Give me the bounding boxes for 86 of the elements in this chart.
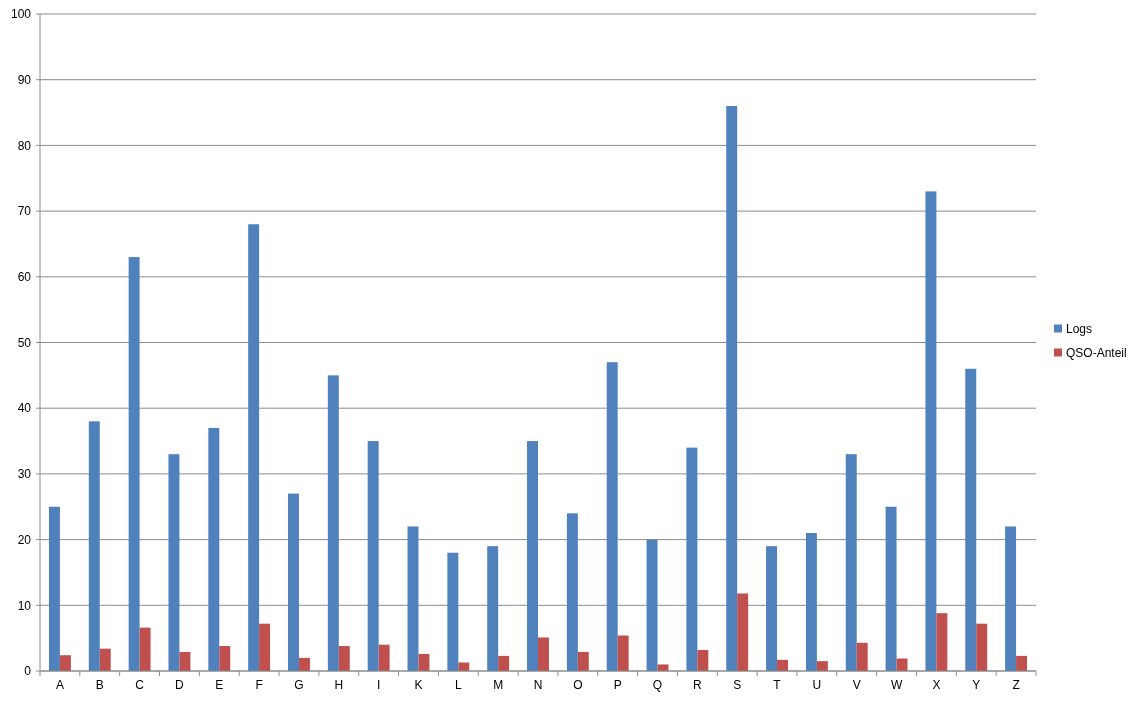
bar [179, 651, 191, 671]
y-tick-label: 0 [24, 664, 32, 679]
x-tick-label: S [733, 678, 742, 692]
y-tick-label: 80 [17, 138, 32, 153]
x-tick-label: L [454, 678, 462, 692]
bar [48, 506, 60, 671]
y-tick-label: 60 [17, 270, 32, 284]
bar [219, 646, 231, 671]
bar [259, 623, 271, 671]
bar [617, 635, 629, 671]
bar [128, 257, 140, 671]
bar [458, 662, 470, 671]
bar [936, 613, 948, 671]
bar [885, 506, 897, 671]
x-tick-label: O [573, 678, 583, 692]
x-tick-label: T [773, 678, 782, 692]
bar [99, 648, 111, 671]
bar [59, 655, 71, 671]
x-tick-label: I [376, 678, 381, 692]
x-tick-label: A [55, 678, 64, 692]
bar [327, 375, 339, 671]
bar [1005, 526, 1017, 671]
x-tick-label: R [693, 678, 703, 692]
y-tick-label: 10 [17, 598, 32, 613]
bar [816, 661, 828, 671]
legend-label: Logs [1066, 321, 1093, 336]
x-tick-label: X [932, 678, 941, 692]
bar [527, 441, 538, 671]
x-tick-label: G [294, 678, 304, 692]
x-tick-label: C [135, 678, 145, 692]
x-tick-label: U [812, 678, 822, 692]
x-tick-label: E [215, 678, 224, 692]
y-tick-label: 70 [17, 204, 32, 219]
bar [737, 593, 749, 671]
y-tick-label: 90 [17, 72, 32, 87]
x-tick-label: K [414, 678, 423, 692]
x-tick-label: B [95, 678, 104, 692]
bar [566, 513, 578, 671]
x-tick-label: F [255, 678, 263, 692]
bar [88, 421, 100, 671]
x-tick-label: Z [1012, 678, 1020, 692]
x-tick-label: W [890, 678, 903, 692]
x-tick-label: D [175, 678, 185, 692]
bar [777, 659, 788, 671]
y-tick-label: 30 [17, 467, 32, 482]
y-tick-label: 20 [17, 532, 32, 547]
bar [367, 441, 379, 671]
bar [338, 646, 350, 671]
bar [447, 552, 459, 671]
bar [646, 539, 658, 671]
bar [298, 657, 310, 671]
bar [805, 533, 817, 671]
bar [766, 546, 778, 671]
x-tick-label: N [533, 678, 543, 692]
x-tick-label: P [613, 678, 622, 692]
bar [139, 627, 151, 671]
x-tick-label: Y [972, 678, 981, 692]
bar [288, 493, 299, 671]
bar [248, 224, 260, 671]
bar [487, 546, 499, 671]
x-tick-label: H [334, 678, 344, 692]
legend-label: QSO-Anteil [1066, 345, 1127, 360]
bar [1016, 655, 1028, 671]
x-tick-label: Q [652, 678, 663, 692]
bar [925, 191, 937, 671]
bar [726, 105, 738, 671]
bar [856, 642, 868, 671]
x-tick-label: V [852, 678, 861, 692]
bar [538, 637, 549, 671]
bar [498, 655, 510, 671]
bar [697, 649, 709, 671]
y-tick-label: 50 [17, 335, 32, 350]
bar [976, 623, 988, 671]
bar [606, 362, 618, 671]
bar [577, 651, 589, 671]
y-tick-label: 40 [17, 401, 32, 416]
y-tick-label: 100 [10, 7, 32, 22]
x-tick-label: M [493, 678, 504, 692]
bar [407, 526, 419, 671]
bar [168, 454, 180, 671]
bar [418, 653, 430, 671]
bar [378, 644, 390, 671]
bar [686, 447, 698, 671]
bar [845, 454, 857, 671]
bar [208, 427, 220, 671]
bar [965, 368, 977, 671]
